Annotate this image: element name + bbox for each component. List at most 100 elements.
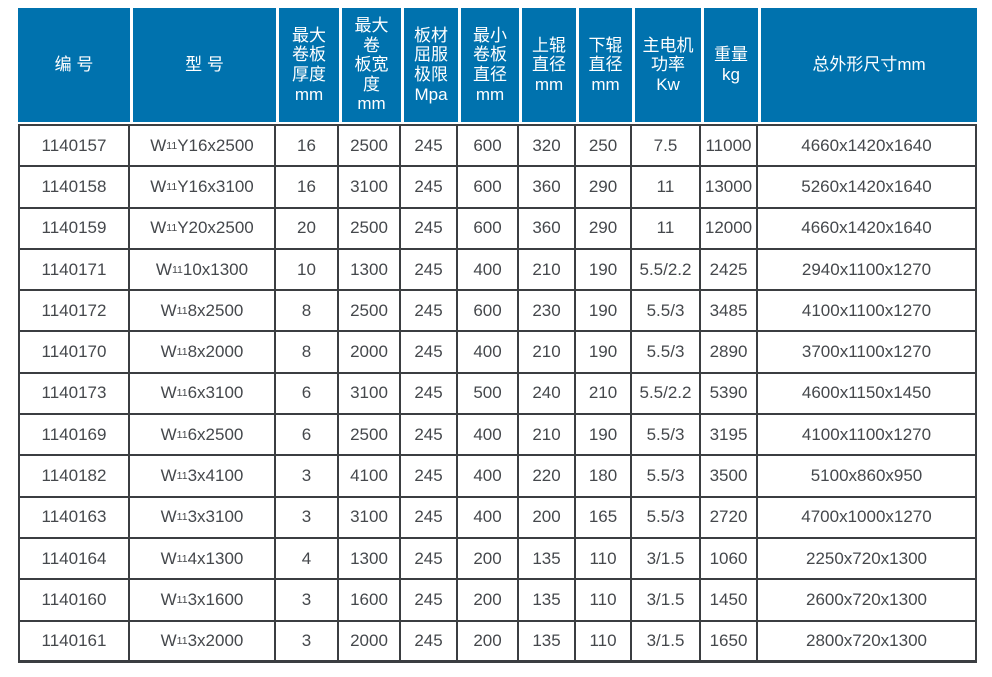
cell-max-width: 3100 bbox=[339, 497, 401, 539]
cell-max-width: 2500 bbox=[339, 208, 401, 250]
model-base: W bbox=[160, 300, 177, 320]
cell-number: 1140158 bbox=[18, 167, 130, 209]
cell-min-diameter: 400 bbox=[458, 415, 519, 457]
cell-min-diameter: 600 bbox=[458, 291, 519, 333]
cell-number: 1140157 bbox=[18, 126, 130, 168]
cell-min-diameter: 600 bbox=[458, 208, 519, 250]
cell-dimensions: 4100x1100x1270 bbox=[758, 415, 977, 457]
cell-max-thickness: 8 bbox=[276, 332, 339, 374]
header-cell-min-diameter: 最小 卷板 直径 mm bbox=[458, 8, 519, 122]
cell-number: 1140163 bbox=[18, 497, 130, 539]
cell-top-roller: 135 bbox=[519, 621, 576, 663]
cell-min-diameter: 500 bbox=[458, 373, 519, 416]
header-cell-max-thickness: 最大 卷板 厚度 mm bbox=[276, 8, 339, 122]
cell-number: 1140159 bbox=[18, 208, 130, 250]
cell-model: W 11 8x2000 bbox=[130, 332, 276, 374]
cell-bottom-roller: 290 bbox=[576, 167, 632, 209]
cell-model: W 11 3x2000 bbox=[130, 621, 276, 663]
cell-min-diameter: 200 bbox=[458, 538, 519, 581]
model-base: W bbox=[150, 176, 167, 196]
cell-number: 1140169 bbox=[18, 415, 130, 457]
cell-top-roller: 210 bbox=[519, 332, 576, 374]
cell-bottom-roller: 165 bbox=[576, 497, 632, 539]
cell-model: W 11 3x4100 bbox=[130, 456, 276, 498]
cell-number: 1140164 bbox=[18, 538, 130, 581]
cell-motor-power: 5.5/3 bbox=[632, 291, 701, 333]
cell-weight: 3195 bbox=[701, 415, 758, 457]
cell-number: 1140171 bbox=[18, 249, 130, 292]
cell-yield-limit: 245 bbox=[401, 415, 458, 457]
cell-dimensions: 2800x720x1300 bbox=[758, 621, 977, 663]
cell-top-roller: 360 bbox=[519, 208, 576, 250]
cell-max-thickness: 6 bbox=[276, 373, 339, 416]
cell-yield-limit: 245 bbox=[401, 167, 458, 209]
cell-bottom-roller: 290 bbox=[576, 208, 632, 250]
cell-top-roller: 360 bbox=[519, 167, 576, 209]
cell-min-diameter: 600 bbox=[458, 167, 519, 209]
cell-model: W 11 3x3100 bbox=[130, 497, 276, 539]
cell-yield-limit: 245 bbox=[401, 621, 458, 663]
cell-yield-limit: 245 bbox=[401, 291, 458, 333]
cell-motor-power: 5.5/2.2 bbox=[632, 373, 701, 416]
cell-max-width: 4100 bbox=[339, 456, 401, 498]
model-base: W bbox=[150, 218, 167, 238]
cell-yield-limit: 245 bbox=[401, 373, 458, 416]
cell-motor-power: 5.5/3 bbox=[632, 415, 701, 457]
cell-min-diameter: 400 bbox=[458, 497, 519, 539]
cell-max-thickness: 3 bbox=[276, 580, 339, 622]
cell-model: W 11 6x2500 bbox=[130, 415, 276, 457]
header-cell-yield-limit: 板材 屈服 极限 Mpa bbox=[401, 8, 458, 122]
model-base: W bbox=[160, 548, 177, 568]
cell-bottom-roller: 190 bbox=[576, 415, 632, 457]
cell-model: W 11 Y16x3100 bbox=[130, 167, 276, 209]
cell-dimensions: 2600x720x1300 bbox=[758, 580, 977, 622]
cell-yield-limit: 245 bbox=[401, 126, 458, 168]
cell-motor-power: 3/1.5 bbox=[632, 538, 701, 581]
cell-max-width: 2500 bbox=[339, 291, 401, 333]
cell-dimensions: 4600x1150x1450 bbox=[758, 373, 977, 416]
cell-motor-power: 11 bbox=[632, 167, 701, 209]
cell-weight: 1450 bbox=[701, 580, 758, 622]
cell-max-thickness: 16 bbox=[276, 167, 339, 209]
model-variant: Y20x2500 bbox=[177, 218, 254, 238]
cell-model: W 11 6x3100 bbox=[130, 373, 276, 416]
cell-max-width: 1300 bbox=[339, 538, 401, 581]
model-variant: 3x4100 bbox=[187, 466, 244, 486]
cell-max-thickness: 3 bbox=[276, 497, 339, 539]
cell-max-thickness: 8 bbox=[276, 291, 339, 333]
model-variant: 4x1300 bbox=[187, 548, 244, 568]
model-base: W bbox=[150, 135, 167, 155]
cell-yield-limit: 245 bbox=[401, 456, 458, 498]
cell-weight: 3485 bbox=[701, 291, 758, 333]
cell-model: W 11 10x1300 bbox=[130, 249, 276, 292]
cell-weight: 1060 bbox=[701, 538, 758, 581]
cell-dimensions: 5100x860x950 bbox=[758, 456, 977, 498]
cell-max-width: 2500 bbox=[339, 126, 401, 168]
cell-max-width: 1600 bbox=[339, 580, 401, 622]
cell-bottom-roller: 190 bbox=[576, 249, 632, 292]
cell-weight: 3500 bbox=[701, 456, 758, 498]
cell-min-diameter: 400 bbox=[458, 332, 519, 374]
cell-dimensions: 5260x1420x1640 bbox=[758, 167, 977, 209]
cell-weight: 2425 bbox=[701, 249, 758, 292]
spec-table: 编 号 型 号 最大 卷板 厚度 mm 最大 卷 板宽 度 mm 板材 屈服 极… bbox=[18, 8, 977, 663]
model-variant: 3x3100 bbox=[187, 507, 244, 527]
cell-min-diameter: 400 bbox=[458, 456, 519, 498]
cell-top-roller: 135 bbox=[519, 580, 576, 622]
cell-weight: 11000 bbox=[701, 126, 758, 168]
model-base: W bbox=[160, 383, 177, 403]
cell-yield-limit: 245 bbox=[401, 332, 458, 374]
cell-max-width: 2000 bbox=[339, 332, 401, 374]
cell-model: W 11 Y16x2500 bbox=[130, 126, 276, 168]
cell-dimensions: 4660x1420x1640 bbox=[758, 126, 977, 168]
cell-max-width: 1300 bbox=[339, 249, 401, 292]
cell-max-thickness: 10 bbox=[276, 249, 339, 292]
cell-max-thickness: 3 bbox=[276, 621, 339, 663]
model-variant: 3x2000 bbox=[187, 630, 244, 650]
model-variant: Y16x2500 bbox=[177, 135, 254, 155]
cell-max-width: 2500 bbox=[339, 415, 401, 457]
cell-yield-limit: 245 bbox=[401, 249, 458, 292]
cell-motor-power: 11 bbox=[632, 208, 701, 250]
cell-dimensions: 4100x1100x1270 bbox=[758, 291, 977, 333]
model-base: W bbox=[160, 424, 177, 444]
